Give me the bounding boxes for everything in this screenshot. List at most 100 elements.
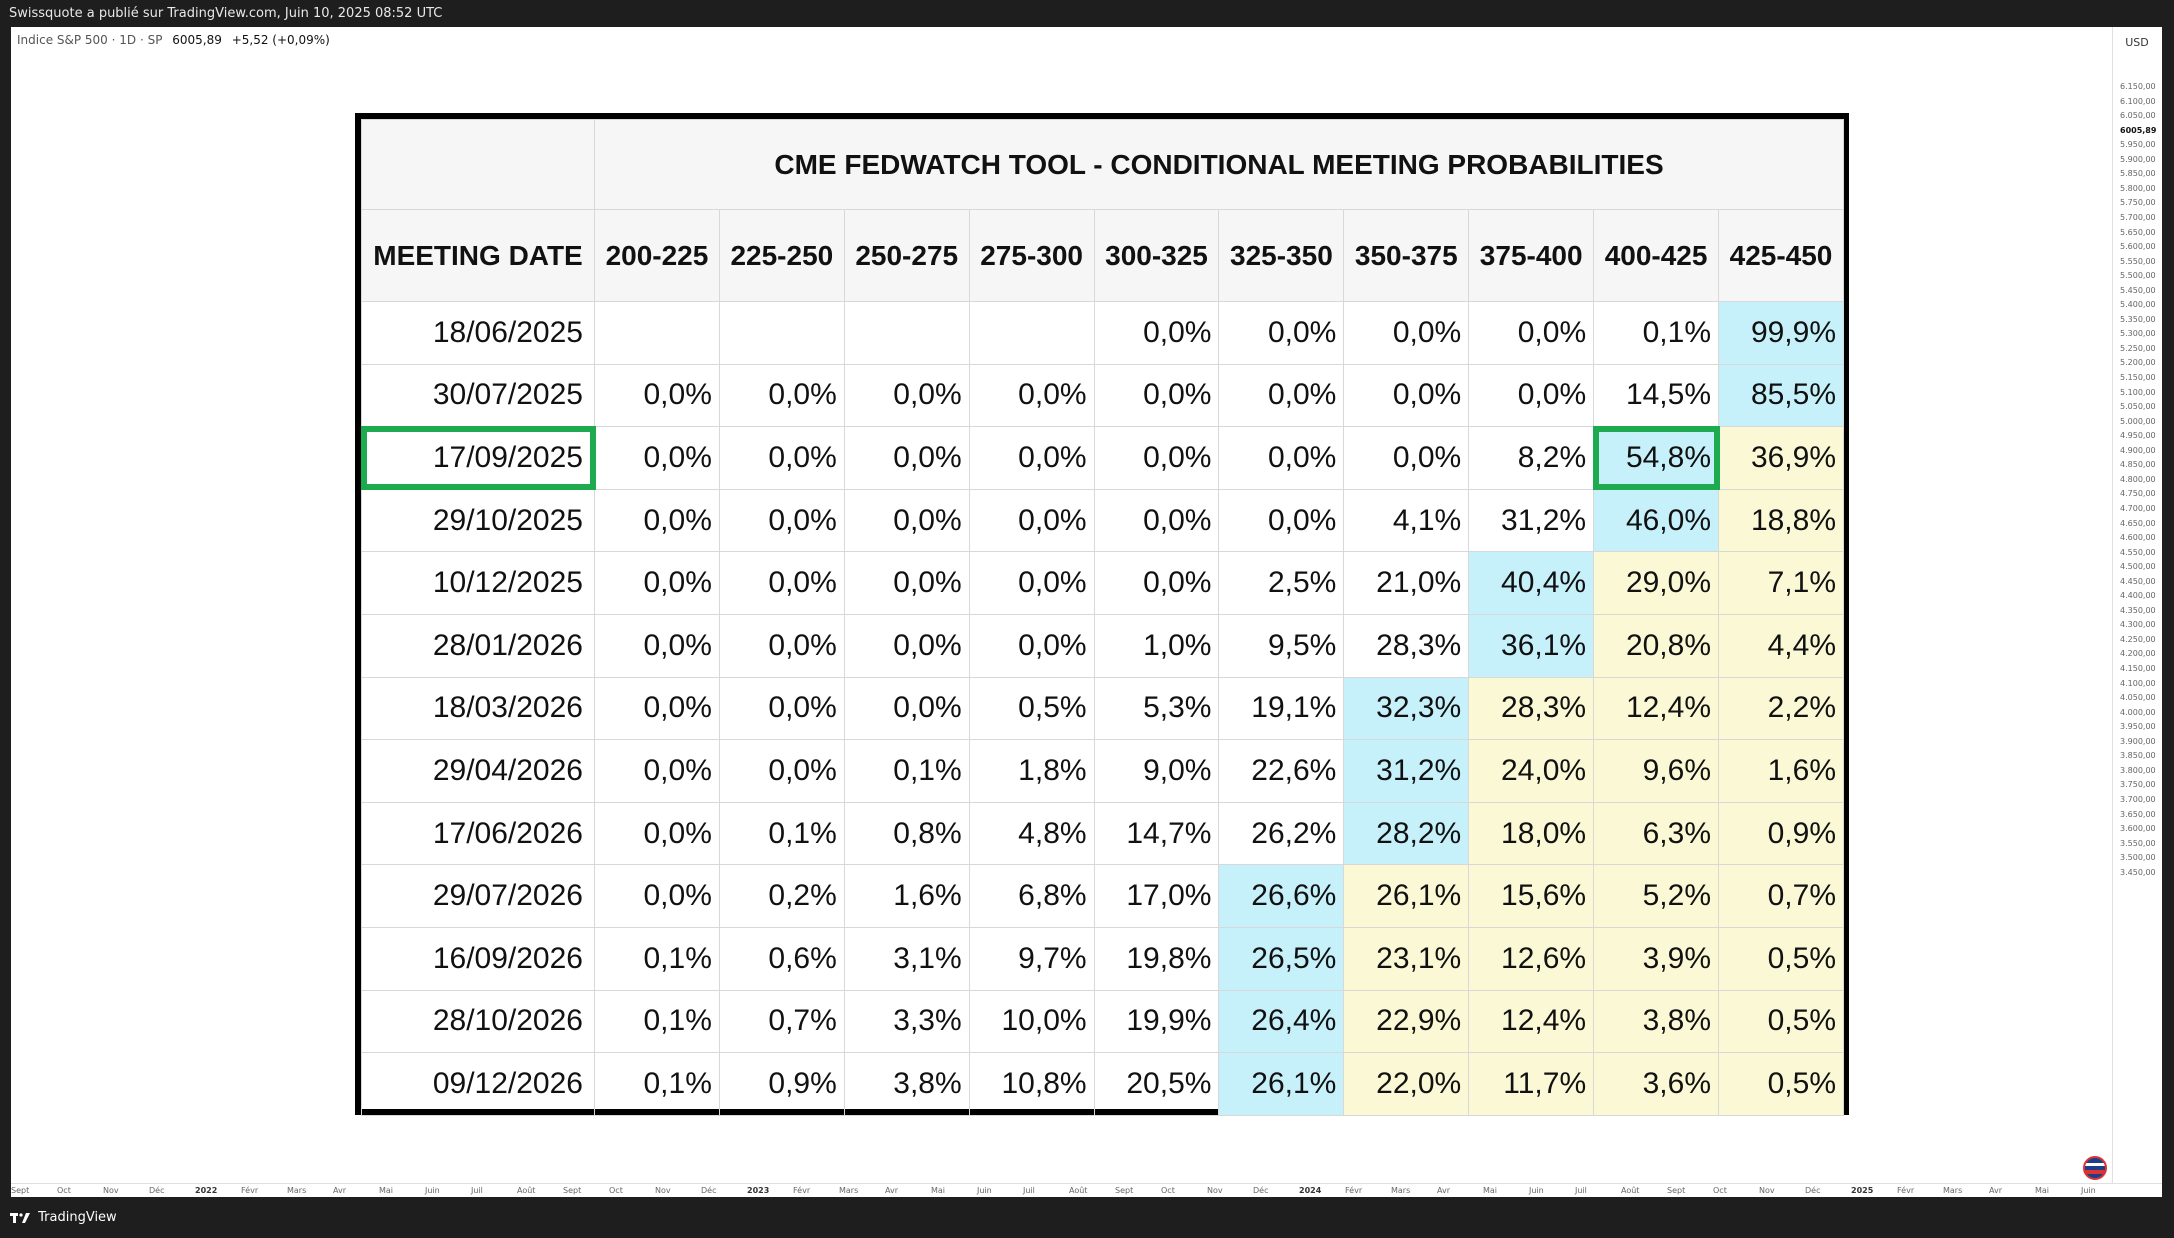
- rate-range-header: 425-450: [1718, 209, 1845, 302]
- probability-cell: 85,5%: [1718, 363, 1845, 428]
- price-tick-label: 5.700,00: [2120, 212, 2156, 222]
- time-tick-label: Juin: [977, 1186, 992, 1195]
- probability-cell: 26,6%: [1218, 864, 1345, 928]
- probability-cell: 4,4%: [1718, 613, 1845, 678]
- table-row: 28/01/2026 0,0% 0,0% 0,0% 0,0% 1,0% 9,5% 28,3% 3…: [361, 613, 1845, 678]
- time-tick-label: Déc: [149, 1186, 165, 1195]
- probability-cell: 6,3%: [1593, 801, 1720, 866]
- table-row: 18/06/2025 0,0% 0,0% 0,0% 0,0% 0,1% 99,9%: [361, 301, 1845, 365]
- probability-cell: 0,7%: [718, 989, 845, 1054]
- probability-cell: 18,8%: [1718, 488, 1845, 553]
- price-tick-label: 3.450,00: [2120, 867, 2156, 877]
- probability-cell: [594, 301, 720, 365]
- symbol-price: 6005,89: [172, 33, 222, 47]
- price-tick-label: 5.100,00: [2120, 387, 2156, 397]
- meeting-date-cell: 17/06/2026: [361, 801, 595, 866]
- probability-cell: 0,1%: [594, 989, 720, 1054]
- time-tick-label: 2023: [747, 1186, 770, 1195]
- fedwatch-table-panel: CME FEDWATCH TOOL - CONDITIONAL MEETING …: [355, 113, 1849, 1116]
- time-tick-label: Sept: [1115, 1186, 1134, 1195]
- currency-label[interactable]: USD: [2125, 36, 2149, 49]
- probability-cell: 0,5%: [968, 676, 1095, 741]
- price-tick-label: 4.500,00: [2120, 562, 2156, 572]
- probability-cell: 0,0%: [1343, 301, 1470, 365]
- probability-cell: 19,8%: [1093, 926, 1220, 991]
- price-tick-label: 5.550,00: [2120, 256, 2156, 266]
- probability-cell: 4,1%: [1343, 488, 1470, 553]
- price-tick-label: 4.450,00: [2120, 576, 2156, 586]
- table-title: CME FEDWATCH TOOL - CONDITIONAL MEETING …: [593, 119, 1845, 210]
- probability-cell: 0,0%: [1218, 363, 1345, 428]
- price-tick-label: 5.850,00: [2120, 169, 2156, 179]
- probability-cell: 0,0%: [843, 426, 970, 490]
- probability-cell: 26,4%: [1218, 989, 1345, 1054]
- probability-cell: 19,9%: [1093, 989, 1220, 1054]
- price-tick-label: 3.850,00: [2120, 751, 2156, 761]
- probability-cell: 12,4%: [1468, 989, 1595, 1054]
- probability-cell: 12,4%: [1593, 676, 1720, 741]
- price-tick-label: 5.800,00: [2120, 183, 2156, 193]
- time-tick-label: Oct: [609, 1186, 623, 1195]
- probability-cell: 0,0%: [1093, 551, 1220, 615]
- probability-cell: 3,8%: [843, 1052, 970, 1116]
- meeting-date-cell: 16/09/2026: [361, 926, 595, 991]
- table-row: 17/06/2026 0,0% 0,1% 0,8% 4,8% 14,7% 26,2% 28,2…: [361, 801, 1845, 866]
- right-border: [2162, 27, 2174, 1183]
- price-tick-label: 6.150,00: [2120, 82, 2156, 91]
- probability-cell: 0,0%: [968, 488, 1095, 553]
- time-tick-label: Mai: [931, 1186, 946, 1195]
- time-tick-label: Juin: [1529, 1186, 1544, 1195]
- price-tick-label: 5.300,00: [2120, 329, 2156, 339]
- probability-cell: [718, 301, 845, 365]
- probability-cell: 23,1%: [1343, 926, 1470, 991]
- price-tick-label: 6005,89: [2120, 125, 2157, 135]
- time-tick-label: Nov: [1207, 1186, 1223, 1195]
- probability-cell: 0,0%: [1343, 363, 1470, 428]
- price-tick-label: 5.000,00: [2120, 416, 2156, 426]
- probability-cell: 0,5%: [1718, 926, 1845, 991]
- probability-cell: 10,8%: [968, 1052, 1095, 1116]
- time-tick-label: Juil: [471, 1186, 483, 1195]
- probability-cell: 15,6%: [1468, 864, 1595, 928]
- price-tick-label: 3.800,00: [2120, 765, 2156, 775]
- probability-cell: 8,2%: [1468, 426, 1595, 490]
- price-axis[interactable]: [2112, 27, 2162, 1183]
- probability-cell: [843, 301, 970, 365]
- price-tick-label: 6.050,00: [2120, 111, 2156, 121]
- meeting-date-cell: 17/09/2025: [360, 425, 596, 491]
- probability-cell: 28,3%: [1468, 676, 1595, 741]
- probability-cell: 0,0%: [1468, 363, 1595, 428]
- probability-cell: 0,0%: [718, 613, 845, 678]
- probability-cell: 2,2%: [1718, 676, 1845, 741]
- probability-cell: 0,1%: [1593, 301, 1720, 365]
- probability-cell: 0,0%: [594, 426, 720, 490]
- meeting-date-cell: 30/07/2025: [361, 363, 595, 428]
- probability-cell: 24,0%: [1468, 739, 1595, 803]
- probability-cell: 0,9%: [1718, 801, 1845, 866]
- time-tick-label: Sept: [11, 1186, 30, 1195]
- time-tick-label: Sept: [1667, 1186, 1686, 1195]
- symbol-legend[interactable]: Indice S&P 500 · 1D · SP 6005,89 +5,52 (…: [17, 33, 330, 47]
- time-tick-label: Déc: [1805, 1186, 1821, 1195]
- time-axis[interactable]: Sept Oct Nov Déc 2022 Févr Mars Avr Mai Juin Juil A…: [11, 1183, 2162, 1197]
- us-flag-icon[interactable]: [2083, 1156, 2107, 1180]
- time-tick-label: Oct: [1161, 1186, 1175, 1195]
- probability-cell: 0,1%: [843, 739, 970, 803]
- probability-cell: 26,1%: [1218, 1052, 1345, 1116]
- meeting-date-cell: 09/12/2026: [361, 1052, 595, 1116]
- probability-cell: 28,2%: [1343, 801, 1470, 866]
- rate-range-header: 350-375: [1343, 209, 1470, 302]
- table-row: 30/07/2025 0,0% 0,0% 0,0% 0,0% 0,0% 0,0% 0,0% 0,…: [361, 363, 1845, 428]
- meeting-date-cell: 29/07/2026: [361, 864, 595, 928]
- table-title-row: CME FEDWATCH TOOL - CONDITIONAL MEETING …: [361, 119, 1845, 210]
- probability-cell: 0,0%: [594, 363, 720, 428]
- publisher-text: Swissquote a publié sur TradingView.com,…: [9, 6, 443, 21]
- table-row: 18/03/2026 0,0% 0,0% 0,0% 0,5% 5,3% 19,1% 32,3%…: [361, 676, 1845, 741]
- probability-cell: 14,5%: [1593, 363, 1720, 428]
- probability-cell: 0,0%: [594, 613, 720, 678]
- price-tick-label: 4.300,00: [2120, 620, 2156, 630]
- probability-cell: 0,0%: [968, 613, 1095, 678]
- probability-cell: 0,0%: [718, 488, 845, 553]
- probability-cell: 36,9%: [1718, 426, 1845, 490]
- time-tick-label: 2025: [1851, 1186, 1874, 1195]
